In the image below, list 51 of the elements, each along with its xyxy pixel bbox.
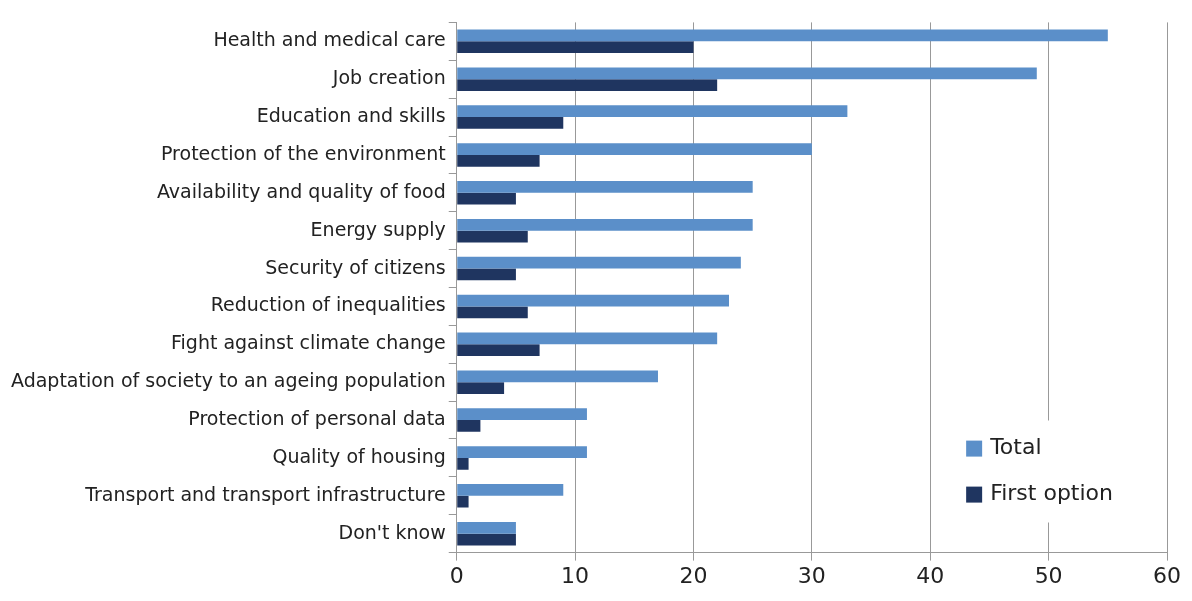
bar	[457, 192, 516, 205]
y-tick-label: Education and skills	[256, 104, 446, 127]
bar	[457, 332, 718, 345]
bar	[457, 67, 1037, 80]
bar	[457, 484, 564, 496]
bar	[457, 533, 516, 546]
y-tick-label: Protection of personal data	[188, 406, 446, 429]
y-tick-label: Reduction of inequalities	[210, 293, 446, 316]
bar	[457, 495, 469, 508]
x-tick-label: 40	[916, 562, 945, 588]
y-tick-label: Transport and transport infrastructure	[84, 482, 446, 505]
bar	[457, 79, 718, 91]
bar	[457, 457, 469, 470]
y-tick-label: Job creation	[331, 66, 446, 89]
y-tick-label: Fight against climate change	[171, 331, 446, 354]
bar	[457, 29, 1108, 42]
x-tick-label: 60	[1153, 562, 1181, 588]
x-tick-label: 10	[561, 562, 590, 588]
x-tick-label: 30	[797, 562, 826, 588]
bar	[457, 181, 753, 193]
bar	[457, 105, 848, 118]
bar	[457, 41, 694, 54]
bar	[457, 521, 516, 534]
bar	[457, 268, 516, 281]
y-tick-label: Adaptation of society to an ageing population	[10, 369, 446, 392]
legend-label: First option	[990, 480, 1113, 506]
bar	[457, 408, 587, 421]
x-tick-label: 0	[449, 562, 464, 588]
bar	[457, 446, 587, 458]
y-tick-label: Health and medical care	[213, 28, 446, 51]
bar	[457, 154, 540, 167]
bar	[457, 370, 658, 383]
bar	[457, 143, 812, 155]
bar	[457, 256, 741, 269]
bar	[457, 382, 505, 394]
y-tick-label: Protection of the environment	[160, 141, 446, 164]
legend-label: Total	[989, 434, 1042, 460]
bar	[457, 117, 564, 129]
x-tick-label: 50	[1034, 562, 1063, 588]
bar	[457, 344, 540, 357]
bar	[457, 218, 753, 231]
bar	[457, 306, 528, 319]
bar	[457, 420, 481, 432]
y-tick-label: Security of citizens	[265, 255, 446, 278]
bar	[457, 294, 730, 307]
bar	[457, 230, 528, 243]
y-tick-label: Don't know	[338, 520, 446, 543]
y-tick-label: Availability and quality of food	[156, 179, 446, 202]
y-tick-label: Energy supply	[310, 217, 446, 240]
x-tick-label: 20	[679, 562, 708, 588]
y-tick-label: Quality of housing	[272, 444, 446, 467]
